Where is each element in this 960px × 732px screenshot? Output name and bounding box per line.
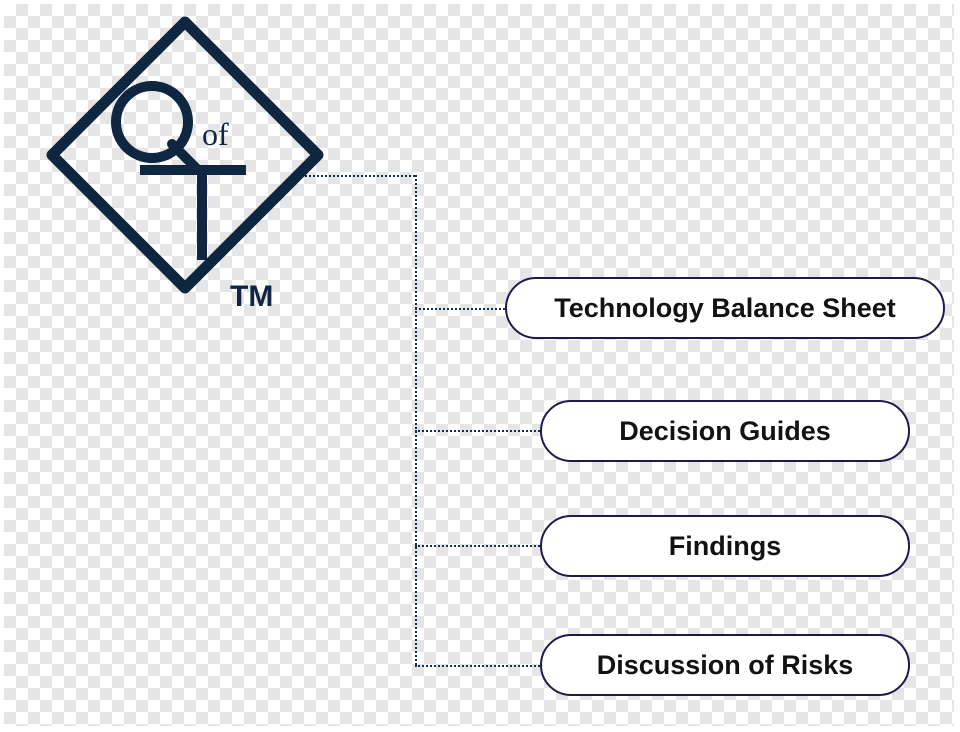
logo-of-text: of: [202, 116, 229, 152]
node-label: Findings: [669, 531, 781, 562]
connector-branch-tech-balance-sheet: [415, 308, 505, 310]
node-findings: Findings: [540, 515, 910, 577]
node-label: Discussion of Risks: [597, 650, 854, 681]
node-label: Decision Guides: [619, 416, 831, 447]
node-tech-balance-sheet: Technology Balance Sheet: [505, 277, 945, 339]
connector-branch-discussion-risks: [415, 665, 540, 667]
diagram-canvas: of TM Technology Balance Sheet Decision G…: [0, 0, 960, 732]
node-label: Technology Balance Sheet: [554, 293, 896, 324]
qoft-logo-svg: of: [40, 10, 330, 300]
trademark-label: TM: [230, 280, 273, 314]
node-discussion-risks: Discussion of Risks: [540, 634, 910, 696]
node-decision-guides: Decision Guides: [540, 400, 910, 462]
connector-branch-decision-guides: [415, 430, 540, 432]
connector-trunk: [415, 175, 417, 665]
qoft-logo: of: [40, 10, 330, 300]
connector-stub: [300, 175, 415, 177]
connector-branch-findings: [415, 545, 540, 547]
